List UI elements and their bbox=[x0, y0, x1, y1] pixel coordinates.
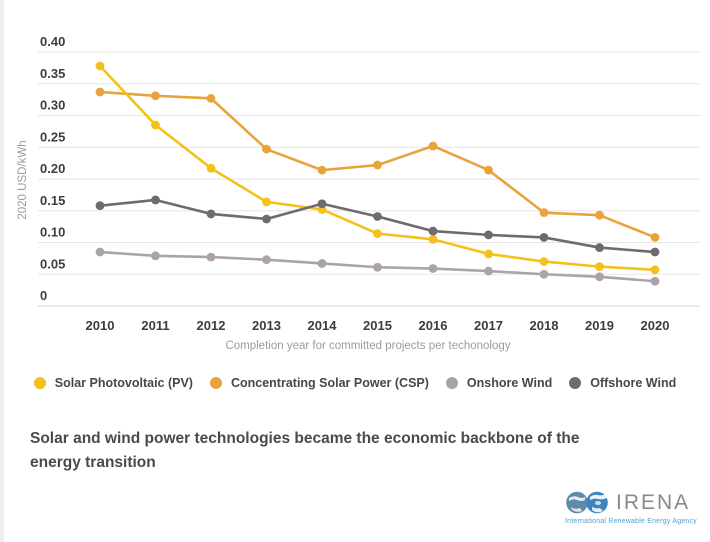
legend-label: Onshore Wind bbox=[466, 376, 553, 390]
data-point-concentrating-solar-power-csp-2019 bbox=[595, 210, 604, 220]
data-point-concentrating-solar-power-csp-2014 bbox=[317, 165, 327, 175]
data-point-concentrating-solar-power-csp-2017 bbox=[484, 165, 493, 175]
data-point-solar-photovoltaic-pv-2012 bbox=[206, 163, 216, 173]
legend-label: Offshore Wind bbox=[590, 376, 677, 390]
data-point-onshore-wind-2014 bbox=[317, 259, 327, 268]
chart-legend: Solar Photovoltaic (PV) Concentrating Sol… bbox=[0, 376, 710, 390]
y-tick-label: 0.35 bbox=[40, 66, 65, 81]
x-axis-title: Completion year for committed projects p… bbox=[225, 340, 510, 352]
y-tick-label: 0.20 bbox=[40, 161, 65, 176]
data-point-concentrating-solar-power-csp-2016 bbox=[428, 141, 438, 151]
y-tick-label: 0.15 bbox=[40, 193, 65, 208]
legend-dot-icon bbox=[209, 377, 222, 389]
y-tick-label: 0 bbox=[40, 288, 47, 303]
data-point-solar-photovoltaic-pv-2020 bbox=[650, 265, 660, 275]
data-point-solar-photovoltaic-pv-2019 bbox=[595, 262, 604, 272]
headline: Solar and wind power technologies became… bbox=[30, 430, 580, 472]
legend-label: Concentrating Solar Power (CSP) bbox=[230, 376, 429, 390]
x-tick-label: 2017 bbox=[474, 318, 503, 333]
data-point-onshore-wind-2010 bbox=[95, 247, 105, 257]
data-point-offshore-wind-2014 bbox=[317, 199, 327, 209]
data-point-concentrating-solar-power-csp-2011 bbox=[151, 91, 160, 101]
data-point-offshore-wind-2020 bbox=[650, 247, 660, 257]
y-tick-label: 0.30 bbox=[40, 98, 65, 113]
x-tick-label: 2010 bbox=[86, 318, 115, 333]
x-tick-label: 2015 bbox=[363, 318, 392, 333]
irena-wordmark: IRENA bbox=[616, 491, 691, 514]
data-point-solar-photovoltaic-pv-2015 bbox=[373, 229, 382, 239]
x-tick-label: 2019 bbox=[585, 318, 614, 333]
x-tick-label: 2016 bbox=[419, 318, 448, 333]
legend-dot-icon bbox=[445, 377, 458, 389]
x-tick-label: 2013 bbox=[252, 318, 281, 333]
data-point-onshore-wind-2012 bbox=[206, 252, 216, 262]
data-point-solar-photovoltaic-pv-2010 bbox=[95, 61, 105, 71]
data-point-offshore-wind-2019 bbox=[595, 243, 604, 252]
chart-canvas: 0 0.05 0.10 0.15 0.20 0.25 0.30 0.35 0.40 2020 US… bbox=[17, 34, 700, 352]
legend-label: Solar Photovoltaic (PV) bbox=[54, 376, 193, 390]
data-point-onshore-wind-2011 bbox=[151, 251, 160, 261]
y-tick-label: 0.25 bbox=[40, 129, 65, 144]
y-tick-label: 0.10 bbox=[40, 225, 65, 240]
data-point-solar-photovoltaic-pv-2011 bbox=[151, 120, 160, 130]
data-point-offshore-wind-2016 bbox=[428, 226, 438, 236]
data-point-solar-photovoltaic-pv-2018 bbox=[539, 257, 549, 266]
data-point-concentrating-solar-power-csp-2010 bbox=[95, 87, 105, 97]
y-tick-label: 0.40 bbox=[40, 34, 65, 49]
data-point-offshore-wind-2012 bbox=[206, 209, 216, 219]
data-point-concentrating-solar-power-csp-2012 bbox=[206, 93, 216, 103]
irena-logo: IRENA International Renewable Energy Age… bbox=[565, 489, 697, 525]
legend-item-offshore-wind: Offshore Wind bbox=[569, 376, 676, 390]
data-point-concentrating-solar-power-csp-2013 bbox=[262, 144, 271, 154]
legend-item-concentrating-solar-power-csp: Concentrating Solar Power (CSP) bbox=[209, 376, 429, 390]
data-point-concentrating-solar-power-csp-2018 bbox=[539, 208, 549, 218]
irena-globes-icon bbox=[566, 491, 608, 514]
data-point-offshore-wind-2017 bbox=[484, 230, 493, 240]
x-tick-label: 2011 bbox=[141, 318, 169, 333]
legend-dot-icon bbox=[569, 377, 582, 389]
data-point-solar-photovoltaic-pv-2013 bbox=[262, 197, 271, 207]
y-tick-label: 0.05 bbox=[40, 256, 65, 271]
series-line-offshore-wind bbox=[98, 198, 657, 254]
lcoe-line-chart: 0 0.05 0.10 0.15 0.20 0.25 0.30 0.35 0.40 2020 US… bbox=[17, 34, 700, 352]
data-point-concentrating-solar-power-csp-2020 bbox=[650, 233, 660, 242]
legend-item-solar-photovoltaic-pv: Solar Photovoltaic (PV) bbox=[33, 376, 193, 390]
data-point-concentrating-solar-power-csp-2015 bbox=[373, 160, 382, 170]
data-point-onshore-wind-2017 bbox=[484, 266, 493, 276]
legend-item-onshore-wind: Onshore Wind bbox=[445, 376, 553, 390]
data-point-onshore-wind-2018 bbox=[539, 269, 549, 279]
data-point-onshore-wind-2013 bbox=[262, 255, 271, 265]
data-point-onshore-wind-2020 bbox=[650, 276, 660, 286]
data-point-offshore-wind-2015 bbox=[373, 212, 382, 221]
irena-tagline: International Renewable Energy Agency bbox=[565, 518, 697, 525]
data-point-solar-photovoltaic-pv-2016 bbox=[428, 234, 438, 244]
data-point-offshore-wind-2018 bbox=[539, 233, 549, 242]
x-tick-label: 2012 bbox=[197, 318, 226, 333]
x-tick-label: 2014 bbox=[308, 318, 338, 333]
y-axis-title: 2020 USD/kWh bbox=[17, 140, 29, 219]
legend-dot-icon bbox=[33, 377, 46, 389]
data-point-solar-photovoltaic-pv-2017 bbox=[484, 249, 493, 259]
data-point-onshore-wind-2015 bbox=[373, 262, 382, 272]
data-point-offshore-wind-2013 bbox=[262, 214, 271, 224]
data-point-onshore-wind-2016 bbox=[428, 264, 438, 273]
x-tick-label: 2020 bbox=[641, 318, 670, 333]
data-point-offshore-wind-2011 bbox=[151, 195, 160, 205]
data-point-onshore-wind-2019 bbox=[595, 272, 604, 282]
data-point-offshore-wind-2010 bbox=[95, 201, 105, 211]
x-tick-label: 2018 bbox=[530, 318, 559, 333]
